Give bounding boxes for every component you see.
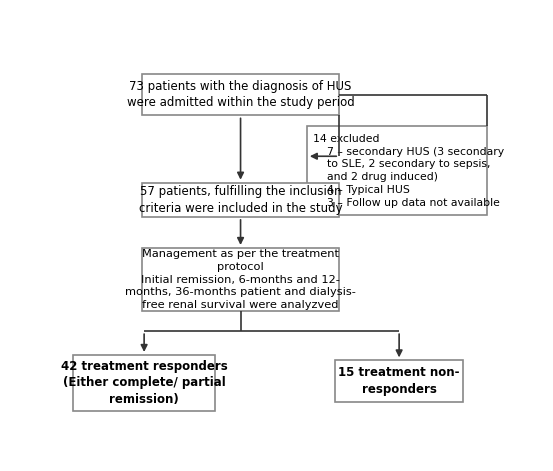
FancyBboxPatch shape	[142, 248, 339, 311]
FancyBboxPatch shape	[335, 360, 463, 402]
FancyBboxPatch shape	[74, 355, 215, 411]
Text: Management as per the treatment
protocol
Initial remission, 6-months and 12-
mon: Management as per the treatment protocol…	[125, 249, 356, 310]
Text: 15 treatment non-
responders: 15 treatment non- responders	[338, 366, 460, 396]
Text: 73 patients with the diagnosis of HUS
were admitted within the study period: 73 patients with the diagnosis of HUS we…	[127, 80, 354, 109]
Text: 14 excluded
    7 – secondary HUS (3 secondary
    to SLE, 2 secondary to sepsis: 14 excluded 7 – secondary HUS (3 seconda…	[314, 134, 504, 208]
FancyBboxPatch shape	[142, 74, 339, 115]
FancyBboxPatch shape	[142, 183, 339, 217]
Text: 42 treatment responders
(Either complete/ partial
remission): 42 treatment responders (Either complete…	[61, 360, 227, 406]
Text: 57 patients, fulfilling the inclusion
criteria were included in the study: 57 patients, fulfilling the inclusion cr…	[139, 185, 342, 214]
FancyBboxPatch shape	[307, 126, 487, 215]
